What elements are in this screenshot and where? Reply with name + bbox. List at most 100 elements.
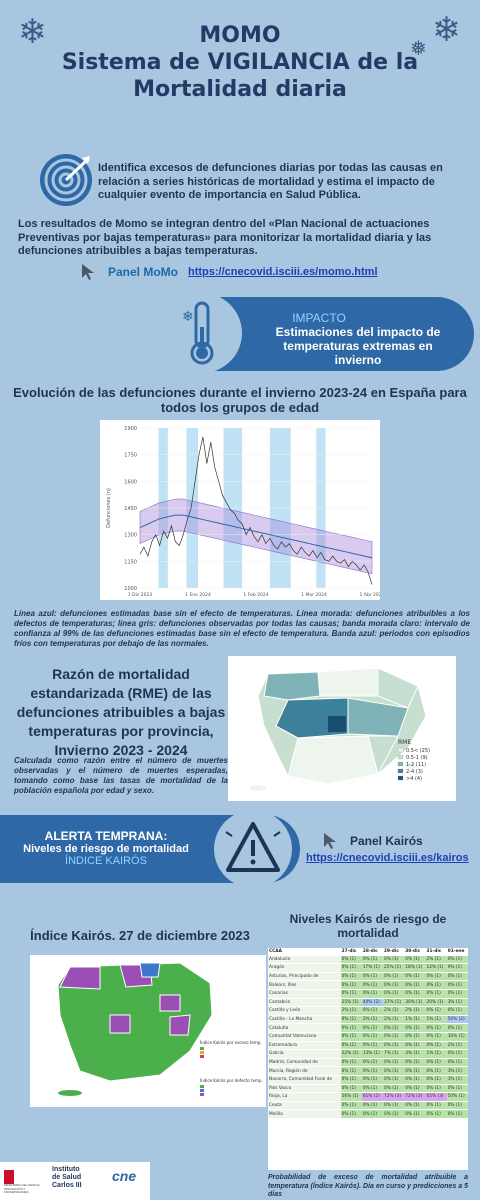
table-cell: Castilla - La Mancha (268, 1015, 341, 1025)
panel-momo: Panel MoMo https://cnecovid.isciii.es/mo… (80, 263, 378, 281)
table-cell: 65% (3) (425, 1092, 447, 1102)
table-cell: 2% (1) (340, 1006, 362, 1016)
y-tick-label: 1000 (124, 586, 137, 592)
panel-kairos-link[interactable]: https://cnecovid.isciii.es/kairos (306, 852, 469, 864)
table-cell: 0% (1) (404, 1023, 426, 1033)
table-cell: 0% (1) (425, 1032, 447, 1042)
series-line (139, 514, 373, 559)
y-tick-label: 1450 (124, 506, 137, 512)
alert-line1: ALERTA TEMPRANA: (44, 829, 168, 843)
table-row: País Vasco 0% (1) 0% (1) 0% (1) 0% (1) 0% (1)… (268, 1084, 468, 1094)
table-cell: 2% (1) (425, 955, 447, 965)
table-cell: 0% (1) (446, 1049, 468, 1059)
page-title: MOMO Sistema de VIGILANCIA de la Mortali… (61, 23, 419, 102)
table-cell: 0% (1) (404, 1041, 426, 1051)
table-row: Madrid, Comunidad de 0% (1) 0% (1) 0% (1) 0%… (268, 1058, 468, 1068)
table-header: 30-dic (404, 948, 426, 956)
confidence-band (139, 498, 373, 575)
table-cell: 0% (1) (425, 1075, 447, 1085)
chart-legend-text: Línea azul: defunciones estimadas base s… (14, 609, 470, 648)
table-cell: 0% (1) (404, 1058, 426, 1068)
rme-map-svg: RME 0.5< (25)0.5-1 (9)1-2 (11)2-4 (3)>4 … (250, 667, 430, 791)
table-cell: 0% (1) (340, 1101, 362, 1111)
table-cell: 0% (1) (404, 1066, 426, 1076)
table-cell: 0% (1) (446, 972, 468, 982)
table-cell: Asturias, Principado de (268, 972, 341, 982)
table-row: Cantabria 25% (1) 44% (2) 37% (1) 30% (1) 20%… (268, 998, 468, 1008)
table-cell: 61% (2) (361, 1092, 384, 1102)
rme-legend-swatch (397, 768, 404, 774)
rme-legend-label: 1-2 (11) (406, 762, 426, 768)
table-cell: Extremadura (268, 1041, 341, 1051)
table-cell: 0% (1) (383, 1101, 405, 1111)
table-cell: Castilla y León (268, 1006, 341, 1016)
evolution-title: Evolución de las defunciones durante el … (13, 385, 467, 415)
table-row: Castilla y León 2% (1) 6% (1) 2% (1) 2% (1) 0… (268, 1006, 468, 1016)
target-icon (40, 154, 92, 206)
table-row: Cataluña 0% (1) 0% (1) 0% (1) 0% (1) 0% (1) 0%… (268, 1023, 468, 1033)
table-cell: 3% (1) (404, 1049, 426, 1059)
snowflake-icon: ❄ (18, 13, 47, 51)
table-cell: 0% (1) (404, 989, 426, 999)
table-cell: 0% (1) (425, 1058, 447, 1068)
table-cell: 0% (1) (446, 1058, 468, 1068)
table-cell: Madrid, Comunidad de (268, 1058, 341, 1068)
table-cell: 0% (1) (425, 1084, 447, 1094)
table-cell: 2% (1) (383, 1015, 405, 1025)
table-cell: 0% (1) (383, 1066, 405, 1076)
table-cell: 0% (1) (446, 1084, 468, 1094)
table-cell: 0% (1) (383, 1058, 405, 1068)
kairos-table-title: Niveles Kairós de riesgo de mortalidad (289, 912, 447, 940)
table-cell: 30% (1) (446, 1032, 468, 1042)
table-cell: 0% (1) (340, 1015, 362, 1025)
warning-circle (214, 810, 292, 888)
thermometer-icon: ❄ (182, 301, 214, 365)
table-cell: Cantabria (268, 998, 341, 1008)
table-cell: Melilla (268, 1109, 341, 1119)
table-cell: Galicia (268, 1049, 341, 1059)
table-cell: 0% (1) (446, 1101, 468, 1111)
table-cell: 0% (1) (425, 1101, 447, 1111)
table-row: Comunitat Valenciana 0% (1) 0% (1) 0% (1) 0%… (268, 1032, 468, 1042)
rme-legend-swatch (397, 775, 404, 781)
table-cell: 25% (1) (340, 998, 362, 1008)
intro-text: Identifica excesos de defunciones diaria… (98, 162, 443, 201)
table-cell: 0% (1) (446, 1023, 468, 1033)
cursor-icon (82, 264, 94, 280)
table-cell: 0% (1) (340, 1075, 362, 1085)
table-cell: 0% (1) (340, 1109, 362, 1119)
table-cell: 0% (1) (404, 1032, 426, 1042)
table-cell: 0% (1) (425, 989, 447, 999)
table-cell: 2% (1) (361, 1015, 384, 1025)
kairos-map: Índice Kairós por exceso temp. Índice Ka… (30, 955, 266, 1107)
x-tick-label: 1 Mar 2024 (301, 592, 327, 598)
table-cell: 0% (1) (361, 1066, 384, 1076)
table-header: 28-dic (361, 948, 384, 956)
panel-momo-link[interactable]: https://cnecovid.isciii.es/momo.html (188, 266, 378, 278)
table-cell: 0% (1) (383, 980, 405, 990)
table-cell: 0% (1) (425, 1006, 447, 1016)
impacto-subtitle: Estimaciones del impacto de temperaturas… (275, 325, 441, 367)
svg-text:❄: ❄ (182, 309, 194, 325)
table-cell: 2% (1) (383, 1006, 405, 1016)
rme-legend-label: >4 (4) (406, 776, 422, 782)
table-cell: 0% (1) (383, 1075, 405, 1085)
table-cell: 9% (1) (446, 963, 468, 973)
table-cell: 18% (1) (404, 963, 426, 973)
table-cell: 3% (1) (446, 1066, 468, 1076)
table-cell: 0% (1) (425, 1023, 447, 1033)
x-tick-label: 1 Dic 2023 (128, 592, 153, 598)
table-cell: Cataluña (268, 1023, 341, 1033)
table-row: Andalucía 0% (1) 0% (1) 0% (1) 0% (1) 2% (1) 0… (268, 955, 468, 965)
table-cell: 0% (1) (361, 1084, 384, 1094)
table-cell: 0% (1) (340, 1066, 362, 1076)
table-cell: 0% (1) (340, 980, 362, 990)
series-line (139, 436, 373, 585)
table-cell: 0% (1) (446, 1109, 468, 1119)
table-cell: 0% (1) (425, 1041, 447, 1051)
table-cell: 0% (1) (361, 972, 384, 982)
table-cell: 0% (1) (340, 963, 362, 973)
table-cell: 0% (1) (361, 1101, 384, 1111)
table-cell: 0% (1) (361, 1032, 384, 1042)
impacto-heading: IMPACTO (292, 311, 346, 325)
